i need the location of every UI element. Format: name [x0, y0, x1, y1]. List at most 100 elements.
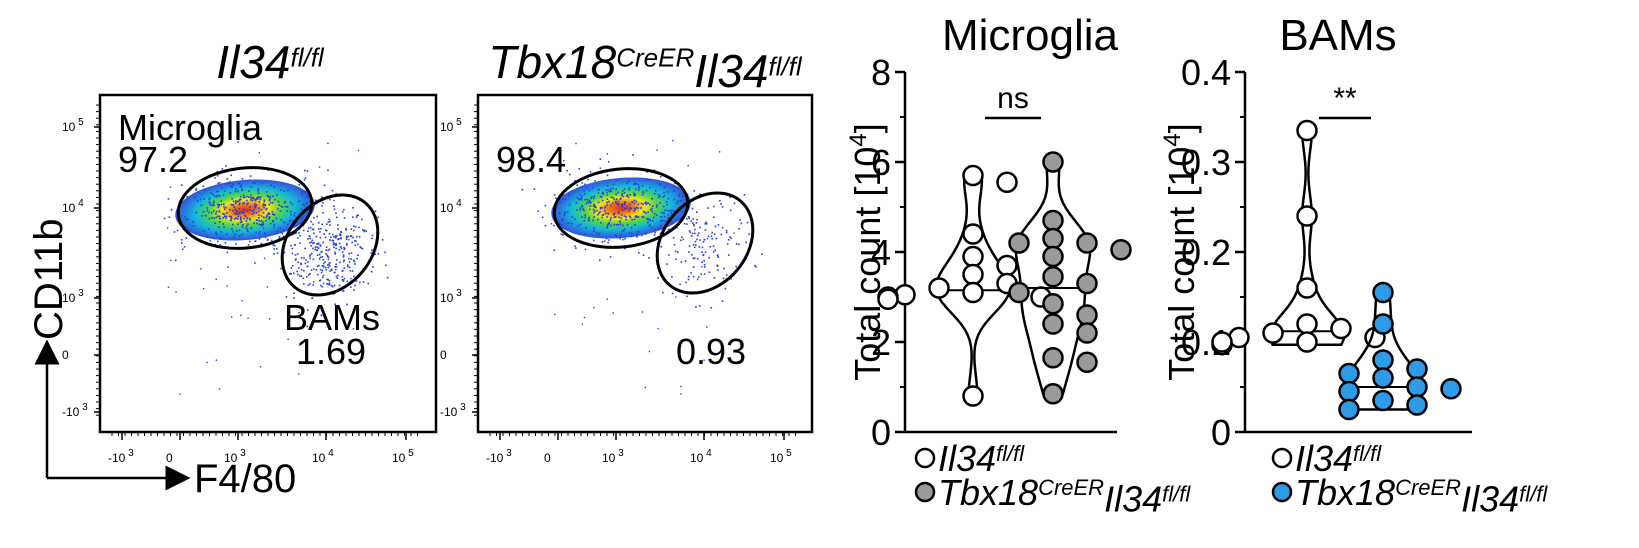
event-dot: [628, 232, 631, 235]
event-dot: [206, 209, 209, 212]
event-dot: [354, 284, 356, 287]
event-dot: [590, 197, 592, 200]
event-dot: [303, 257, 305, 259]
event-dot: [583, 316, 586, 319]
data-point: [962, 164, 984, 187]
event-dot: [286, 210, 289, 212]
event-dot: [277, 200, 280, 203]
event-dot: [574, 179, 576, 182]
event-dot: [560, 233, 563, 235]
event-dot: [256, 197, 258, 199]
event-dot: [321, 285, 324, 288]
event-dot: [311, 297, 313, 299]
event-dot: [237, 190, 239, 193]
event-dot: [330, 269, 333, 272]
event-dot: [660, 245, 663, 248]
event-dot: [258, 238, 261, 240]
event-dot: [659, 183, 661, 186]
event-dot: [335, 266, 338, 268]
event-dot: [342, 269, 344, 272]
event-dot: [663, 186, 666, 189]
event-dot: [219, 217, 221, 220]
event-dot: [678, 193, 681, 195]
event-dot: [648, 257, 650, 259]
event-dot: [218, 226, 220, 228]
event-dot: [307, 284, 310, 287]
event-dot: [661, 219, 664, 222]
event-dot: [206, 236, 209, 238]
event-dot: [635, 206, 638, 209]
event-dot: [305, 259, 307, 261]
event-dot: [350, 258, 352, 260]
event-dot: [337, 274, 339, 277]
event-dot: [349, 270, 352, 272]
event-dot: [370, 270, 373, 273]
event-dot: [167, 286, 170, 288]
event-dot: [208, 197, 211, 199]
event-dot: [304, 262, 307, 265]
event-dot: [277, 230, 279, 233]
event-dot: [274, 244, 276, 247]
event-dot: [648, 179, 651, 181]
event-dot: [607, 241, 609, 244]
event-dot: [609, 204, 612, 207]
event-dot: [330, 236, 332, 239]
event-dot: [386, 276, 389, 279]
event-dot: [218, 388, 221, 390]
event-dot: [263, 200, 266, 203]
event-dot: [659, 195, 661, 197]
event-dot: [594, 206, 596, 208]
event-dot: [237, 141, 239, 143]
event-dot: [580, 198, 583, 201]
event-dot: [192, 220, 195, 223]
event-dot: [254, 205, 257, 208]
event-dot: [311, 297, 314, 300]
legend-label: Tbx18CreERIl34fl/fl: [1295, 472, 1548, 519]
event-dot: [553, 194, 556, 196]
event-dot: [223, 206, 225, 208]
event-dot: [713, 216, 715, 218]
event-dot: [730, 237, 732, 240]
event-dot: [343, 246, 345, 249]
event-dot: [654, 190, 657, 192]
event-dot: [268, 216, 271, 218]
event-dot: [637, 252, 640, 254]
event-dot: [631, 232, 633, 235]
event-dot: [607, 189, 610, 192]
event-dot: [726, 274, 728, 276]
event-dot: [599, 206, 602, 209]
event-dot: [342, 254, 345, 256]
event-dot: [327, 249, 329, 252]
event-dot: [584, 198, 586, 201]
event-dot: [300, 191, 303, 193]
event-dot: [320, 271, 323, 274]
event-dot: [372, 266, 374, 268]
event-dot: [254, 202, 256, 205]
event-dot: [743, 193, 746, 196]
event-dot: [697, 276, 700, 278]
event-dot: [564, 198, 567, 201]
event-dot: [256, 198, 258, 201]
event-dot: [680, 393, 682, 395]
event-dot: [235, 230, 238, 232]
facs-title-part: fl/fl: [768, 51, 802, 81]
event-dot: [316, 215, 318, 218]
event-dot: [225, 206, 227, 209]
facs-y-tick-label: 10 3: [62, 288, 84, 305]
event-dot: [311, 228, 314, 231]
event-dot: [229, 181, 231, 183]
event-dot: [226, 251, 229, 254]
event-dot: [233, 236, 235, 238]
event-dot: [230, 215, 233, 218]
event-dot: [318, 280, 321, 282]
data-point: [1076, 351, 1098, 373]
event-dot: [319, 244, 322, 246]
event-dot: [698, 226, 701, 229]
event-dot: [730, 277, 732, 280]
event-dot: [313, 232, 315, 235]
event-dot: [283, 201, 286, 204]
event-dot: [735, 243, 738, 245]
event-dot: [241, 189, 243, 192]
event-dot: [244, 196, 246, 199]
event-dot: [712, 250, 715, 253]
